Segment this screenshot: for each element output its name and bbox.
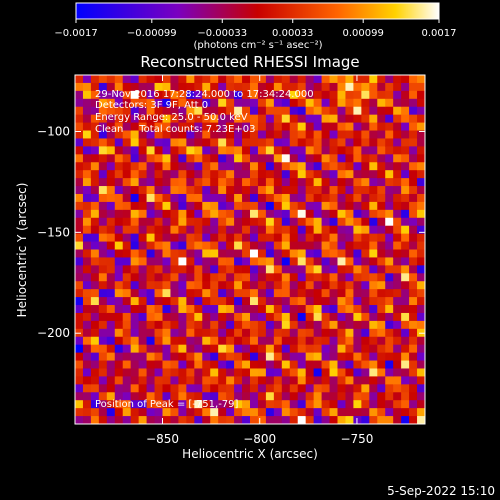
peak-position-label: Position of Peak = [-751,-79]	[95, 399, 239, 410]
x-tick-label: −750	[340, 432, 373, 446]
y-tick-label: −200	[37, 326, 70, 340]
chart-title: Reconstructed RHESSI Image	[140, 53, 359, 71]
colorbar-tick-label: 0.00033	[272, 28, 313, 39]
colorbar-ticks: −0.0017 −0.00099 −0.00033 0.00033 0.00099 0.0…	[54, 19, 457, 39]
annotation-counts: Clean Total counts: 7.23E+03	[95, 124, 255, 135]
y-tick-label: −100	[37, 124, 70, 138]
colorbar-tick-label: 0.0017	[422, 28, 457, 39]
annotation-detectors: Detectors: 3F 9F, Att 0	[95, 100, 208, 111]
annotation-block: 29-Nov-2016 17:28:24.000 to 17:34:24.000…	[95, 89, 314, 135]
x-axis-label: Heliocentric X (arcsec)	[182, 447, 318, 461]
colorbar-tick-label: 0.00099	[343, 28, 384, 39]
heatmap-cells	[75, 75, 425, 424]
x-tick-label: −850	[146, 432, 179, 446]
colorbar-tick-label: −0.00033	[197, 28, 247, 39]
colorbar-tick-label: −0.0017	[54, 28, 97, 39]
plot-frame	[74, 74, 426, 425]
y-tick-label: −150	[37, 225, 70, 239]
annotation-energy-range: Energy Range: 25.0 - 50.0 keV	[95, 112, 248, 123]
y-axis-label: Heliocentric Y (arcsec)	[15, 183, 29, 318]
colorbar-gradient	[75, 2, 440, 20]
plot-area: −850 −800 −750 −100 −150 −200	[37, 74, 426, 446]
annotation-time-range: 29-Nov-2016 17:28:24.000 to 17:34:24.000	[95, 89, 314, 100]
colorbar-unit-label: (photons cm⁻² s⁻¹ asec⁻²)	[193, 40, 322, 51]
footer-date: 5-Sep-2022 15:10	[387, 484, 495, 498]
colorbar: −0.0017 −0.00099 −0.00033 0.00033 0.00099 0.0…	[54, 2, 457, 51]
colorbar-tick-label: −0.00099	[127, 28, 177, 39]
axis-ticks: −850 −800 −750 −100 −150 −200	[37, 75, 425, 446]
x-tick-label: −800	[243, 432, 276, 446]
